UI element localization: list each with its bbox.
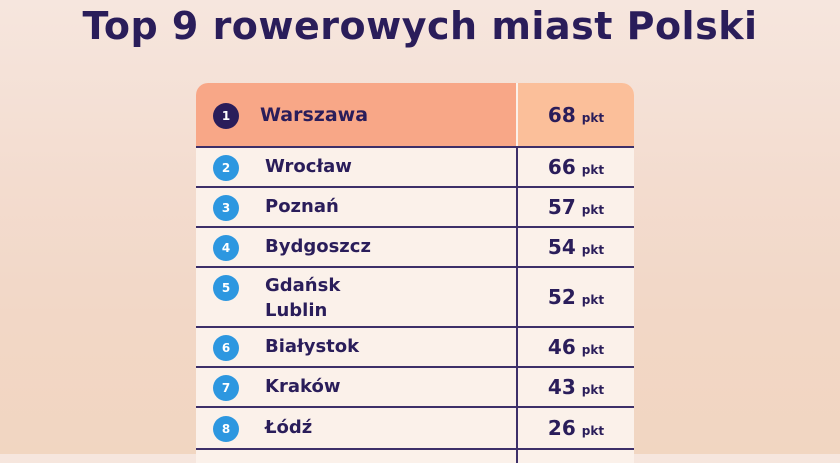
points-cell: 57 pkt <box>518 188 634 226</box>
table-row <box>196 450 634 463</box>
points-unit: pkt <box>581 110 605 125</box>
table-row: 1 Warszawa 68 pkt <box>196 83 634 148</box>
points-value: 43 <box>547 375 576 399</box>
rank-badge: 5 <box>213 275 239 301</box>
points-unit: pkt <box>581 343 605 357</box>
points-unit: pkt <box>581 163 605 177</box>
points-cell: 46 pkt <box>518 328 634 366</box>
rank-badge: 2 <box>213 155 239 181</box>
points-unit: pkt <box>581 203 605 217</box>
points-cell: 68 pkt <box>518 83 634 146</box>
table-row: 6 Białystok 46 pkt <box>196 328 634 368</box>
rank-badge: 8 <box>213 416 239 442</box>
points-unit: pkt <box>581 243 605 257</box>
points-value: 26 <box>547 416 576 440</box>
points-cell: 54 pkt <box>518 228 634 266</box>
table-row: 8 Łódź 26 pkt <box>196 408 634 450</box>
city-name: Łódź <box>265 417 313 438</box>
table-row: 5 Gdańsk Lublin 52 pkt <box>196 268 634 328</box>
points-unit: pkt <box>581 424 605 438</box>
points-value: 52 <box>547 285 576 309</box>
points-cell: 66 pkt <box>518 148 634 186</box>
rank-badge: 3 <box>213 195 239 221</box>
rank-badge: 4 <box>213 235 239 261</box>
table-row: 4 Bydgoszcz 54 pkt <box>196 228 634 268</box>
rank-badge: 1 <box>213 103 239 129</box>
city-name: Wrocław <box>265 156 352 177</box>
city-name: Poznań <box>265 196 339 217</box>
city-name: Gdańsk <box>265 275 341 296</box>
points-cell: 52 pkt <box>518 268 634 326</box>
page-title: Top 9 rowerowych miast Polski <box>82 4 758 48</box>
points-unit: pkt <box>581 293 605 307</box>
rank-badge: 6 <box>213 335 239 361</box>
points-value: 57 <box>547 195 576 219</box>
city-name: Lublin <box>265 300 328 321</box>
points-value: 66 <box>547 155 576 179</box>
city-name: Białystok <box>265 336 360 357</box>
city-name: Kraków <box>265 376 341 397</box>
table-row: 3 Poznań 57 pkt <box>196 188 634 228</box>
table-row: 2 Wrocław 66 pkt <box>196 148 634 188</box>
table-row: 7 Kraków 43 pkt <box>196 368 634 408</box>
city-name: Bydgoszcz <box>265 236 371 257</box>
points-unit: pkt <box>581 383 605 397</box>
rank-badge: 7 <box>213 375 239 401</box>
points-value: 46 <box>547 335 576 359</box>
ranking-table: 1 Warszawa 68 pkt 2 Wrocław 66 pkt 3 Poz… <box>196 83 634 463</box>
points-cell: 26 pkt <box>518 408 634 448</box>
points-cell: 43 pkt <box>518 368 634 406</box>
points-value: 68 <box>547 102 576 127</box>
points-value: 54 <box>547 235 576 259</box>
city-name: Warszawa <box>260 104 369 126</box>
